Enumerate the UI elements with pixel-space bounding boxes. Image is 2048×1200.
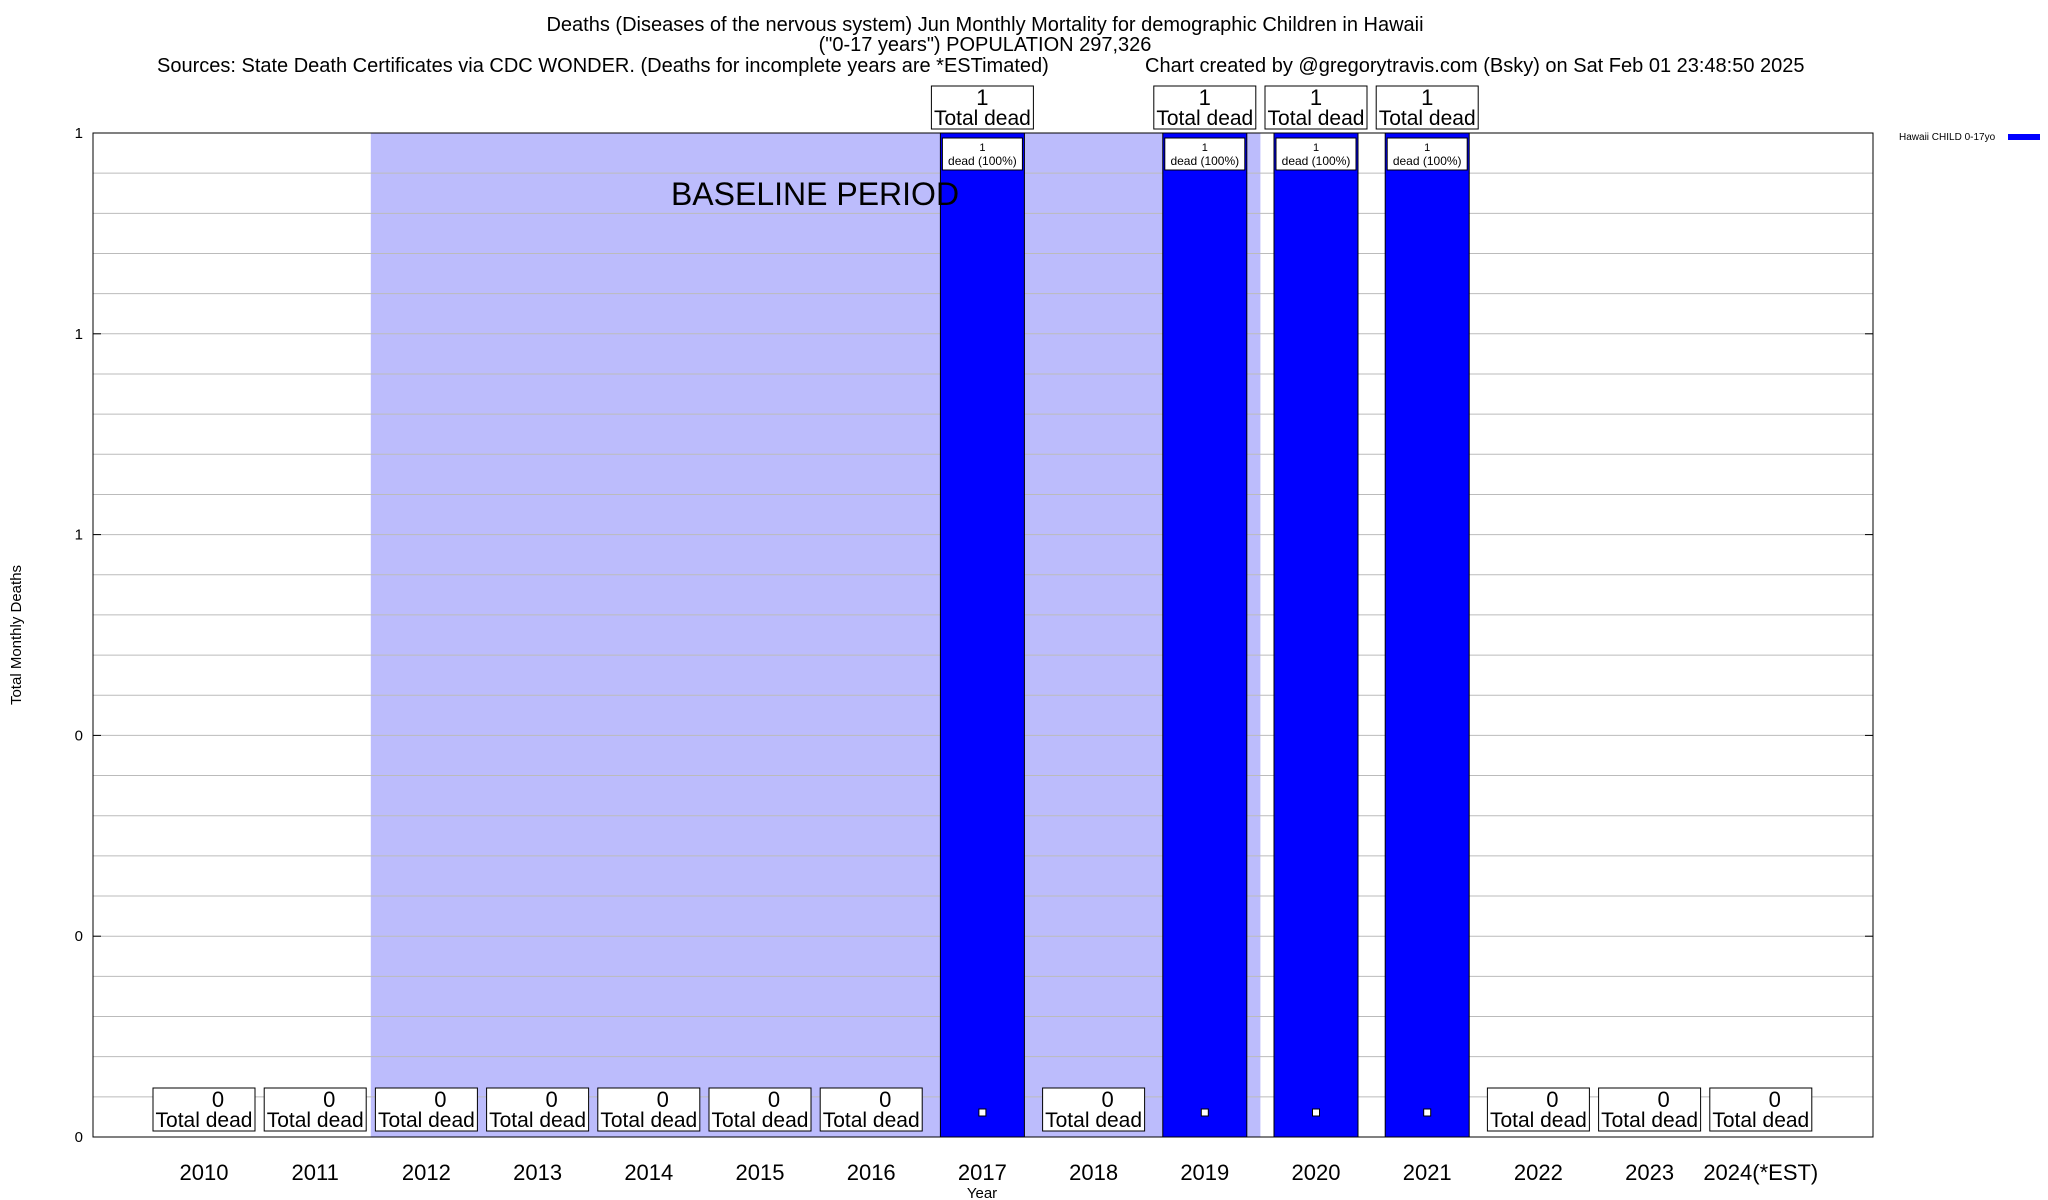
y-tick-label: 0: [75, 727, 83, 744]
bar-inner-label-box: [1164, 137, 1246, 171]
bar: [1162, 132, 1248, 1138]
x-tick-label: 2014: [624, 1160, 673, 1185]
total-label-box: [152, 1087, 256, 1132]
y-tick-label: 0: [75, 928, 83, 945]
y-tick-label: 1: [75, 125, 83, 142]
chart-sources: Sources: State Death Certificates via CD…: [157, 55, 1049, 77]
total-label-value: 0: [657, 1087, 669, 1112]
total-label-box: [1375, 85, 1479, 130]
bar-inner-label-box: [1275, 137, 1357, 171]
total-label-box: [1264, 85, 1368, 130]
total-label-text: Total dead: [1712, 1109, 1809, 1132]
chart-title: Deaths (Diseases of the nervous system) …: [546, 14, 1423, 36]
total-label-text: Total dead: [823, 1109, 920, 1132]
total-label-box: [930, 85, 1034, 130]
total-label-text: Total dead: [378, 1109, 475, 1132]
total-label-value: 0: [1546, 1087, 1558, 1112]
bar-inner-label-box: [1386, 137, 1468, 171]
x-tick-label: 2016: [847, 1160, 896, 1185]
bar-inner-text: dead (100%): [948, 154, 1017, 168]
chart-subtitle: ("0-17 years") POPULATION 297,326: [819, 34, 1152, 56]
total-label-box: [1598, 1087, 1702, 1132]
total-label-box: [819, 1087, 923, 1132]
bar-inner-value: 1: [1202, 142, 1208, 154]
bar: [1384, 132, 1470, 1138]
total-label-box: [263, 1087, 367, 1132]
y-tick-label: 1: [75, 326, 83, 343]
x-tick-label: 2023: [1625, 1160, 1674, 1185]
total-label-value: 1: [1421, 85, 1433, 110]
y-tick-label: 1: [75, 527, 83, 544]
x-tick-label: 2018: [1069, 1160, 1118, 1185]
x-tick-label: 2024(*EST): [1703, 1160, 1818, 1185]
total-label-value: 0: [1657, 1087, 1669, 1112]
x-tick-marker: [1423, 1108, 1432, 1117]
total-label-text: Total dead: [1490, 1109, 1587, 1132]
x-tick-marker: [978, 1108, 987, 1117]
y-tick-label: 0: [75, 1129, 83, 1146]
baseline-period-band: [370, 133, 1261, 1137]
bar-inner-label-box: [941, 137, 1023, 171]
total-label-value: 1: [1310, 85, 1322, 110]
bar-inner-value: 1: [1424, 142, 1430, 154]
x-tick-label: 2017: [958, 1160, 1007, 1185]
bar-inner-value: 1: [979, 142, 985, 154]
x-tick-marker: [1312, 1108, 1320, 1117]
total-label-value: 0: [434, 1087, 446, 1112]
x-tick-label: 2010: [180, 1160, 229, 1185]
x-tick-label: 2019: [1180, 1160, 1229, 1185]
total-label-box: [486, 1087, 590, 1132]
total-label-box: [1709, 1087, 1813, 1132]
total-label-value: 0: [212, 1087, 224, 1112]
total-label-value: 0: [768, 1087, 780, 1112]
total-label-text: Total dead: [1268, 107, 1365, 130]
total-label-text: Total dead: [489, 1109, 586, 1132]
total-label-value: 0: [1101, 1087, 1113, 1112]
bar-inner-value: 1: [1313, 142, 1319, 154]
total-label-value: 0: [1769, 1087, 1781, 1112]
total-label-value: 1: [1199, 85, 1211, 110]
baseline-period-label: BASELINE PERIOD: [671, 176, 959, 212]
total-label-box: [1042, 1087, 1146, 1132]
total-label-box: [597, 1087, 701, 1132]
legend-swatch: [2008, 134, 2040, 140]
x-tick-label: 2020: [1292, 1160, 1341, 1185]
total-label-text: Total dead: [1045, 1109, 1142, 1132]
total-label-text: Total dead: [1156, 107, 1253, 130]
total-label-text: Total dead: [267, 1109, 364, 1132]
x-tick-label: 2012: [402, 1160, 451, 1185]
plot-frame: [92, 132, 1874, 1138]
total-label-box: [708, 1087, 812, 1132]
y-axis-label: Total Monthly Deaths: [8, 565, 25, 705]
bar: [939, 132, 1025, 1138]
total-label-value: 0: [879, 1087, 891, 1112]
total-label-text: Total dead: [156, 1109, 253, 1132]
total-label-text: Total dead: [934, 107, 1031, 130]
legend: Hawaii CHILD 0-17yo: [1899, 132, 2040, 143]
total-label-box: [374, 1087, 478, 1132]
total-label-value: 0: [323, 1087, 335, 1112]
bar-inner-text: dead (100%): [1393, 154, 1462, 168]
total-label-text: Total dead: [1601, 1109, 1698, 1132]
total-label-box: [1486, 1087, 1590, 1132]
total-label-text: Total dead: [712, 1109, 809, 1132]
chart-credit: Chart created by @gregorytravis.com (Bsk…: [1145, 55, 1805, 77]
x-tick-label: 2011: [292, 1160, 339, 1185]
bar-inner-text: dead (100%): [1170, 154, 1239, 168]
x-axis-label: Year: [967, 1185, 997, 1200]
total-label-text: Total dead: [1379, 107, 1476, 130]
x-tick-label: 2015: [736, 1160, 785, 1185]
bar: [1273, 132, 1359, 1138]
x-tick-marker: [1200, 1108, 1209, 1117]
x-tick-label: 2013: [513, 1160, 562, 1185]
x-tick-label: 2022: [1514, 1160, 1563, 1185]
total-label-value: 1: [976, 85, 988, 110]
total-label-text: Total dead: [600, 1109, 697, 1132]
total-label-value: 0: [545, 1087, 557, 1112]
legend-label: Hawaii CHILD 0-17yo: [1899, 132, 1996, 143]
x-tick-label: 2021: [1403, 1160, 1452, 1185]
total-label-box: [1153, 85, 1257, 130]
bar-inner-text: dead (100%): [1282, 154, 1351, 168]
